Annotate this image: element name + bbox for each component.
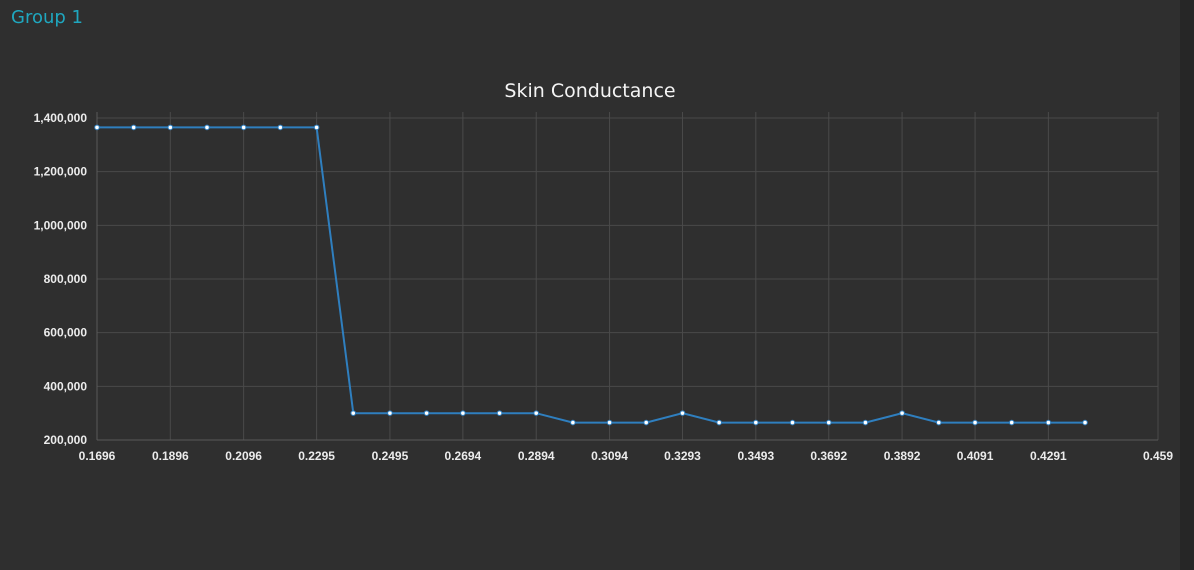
- x-tick-label: 0.1696: [79, 449, 116, 463]
- chart-title: Skin Conductance: [504, 80, 676, 102]
- y-tick-label: 1,000,000: [34, 218, 88, 232]
- x-tick-label: 0.1896: [152, 449, 189, 463]
- y-tick-label: 1,200,000: [34, 165, 88, 179]
- x-tick-label: 0.4291: [1030, 449, 1067, 463]
- data-point: [387, 410, 393, 416]
- data-point: [753, 419, 759, 426]
- data-point: [130, 124, 137, 131]
- data-point: [1082, 419, 1088, 426]
- x-tick-label: 0.3293: [664, 449, 701, 463]
- data-point: [204, 124, 210, 131]
- series-layer: [94, 124, 1088, 426]
- series-line: [97, 126, 1085, 424]
- x-tick-label: 0.2495: [372, 449, 409, 463]
- data-point: [570, 419, 576, 426]
- data-point: [350, 410, 357, 416]
- data-point: [679, 410, 686, 416]
- data-point: [277, 124, 284, 131]
- data-point: [94, 124, 100, 131]
- data-point: [460, 410, 466, 416]
- x-tick-label: 0.4091: [957, 449, 994, 463]
- x-tick-label: 0.3094: [591, 449, 628, 463]
- data-point: [313, 124, 320, 131]
- axis-layer: [96, 112, 1158, 441]
- y-tick-label: 200,000: [44, 433, 88, 447]
- group-title: Group 1: [11, 7, 83, 28]
- x-tick-label: 0.2694: [445, 449, 482, 463]
- x-tick-label: 0.459: [1143, 449, 1173, 463]
- data-point: [789, 419, 796, 426]
- x-tick-label: 0.2295: [298, 449, 335, 463]
- data-point: [167, 124, 174, 131]
- x-tick-label: 0.3892: [884, 449, 921, 463]
- data-point: [862, 419, 869, 426]
- data-point: [1045, 419, 1052, 426]
- y-tick-label: 800,000: [44, 272, 88, 286]
- data-point: [533, 410, 540, 416]
- x-tick-label: 0.2096: [225, 449, 262, 463]
- data-point: [606, 419, 613, 426]
- data-point: [716, 419, 722, 426]
- data-point: [643, 419, 649, 426]
- data-point: [899, 410, 905, 416]
- y-tick-label: 1,400,000: [34, 111, 88, 125]
- data-point: [1008, 419, 1015, 426]
- x-tick-label: 0.3493: [737, 449, 774, 463]
- right-edge-panel: [1180, 0, 1194, 570]
- tick-label-layer: 200,000 400,000 600,000 800,000 1,000,000 1,2…: [34, 111, 1174, 463]
- y-tick-label: 600,000: [44, 326, 88, 340]
- data-point: [496, 410, 503, 416]
- x-tick-label: 0.2894: [518, 449, 555, 463]
- data-point: [935, 419, 942, 426]
- data-point: [423, 410, 430, 416]
- data-point: [240, 124, 247, 131]
- y-tick-label: 400,000: [44, 379, 88, 393]
- x-tick-label: 0.3692: [810, 449, 847, 463]
- grid-layer: [96, 112, 1159, 441]
- data-point: [972, 419, 978, 426]
- data-point: [825, 419, 832, 426]
